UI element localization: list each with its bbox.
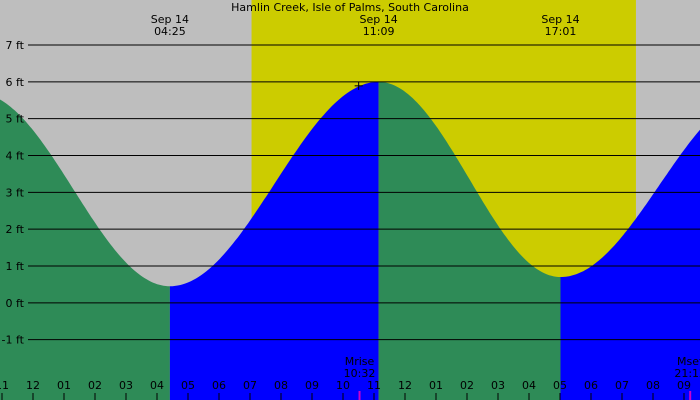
hour-tick-label: 01 (429, 379, 443, 392)
gridlines (28, 44, 700, 341)
hour-tick-label: 07 (615, 379, 629, 392)
y-tick-label: 5 ft (6, 113, 25, 126)
hour-tick-label: 11 (0, 379, 9, 392)
hour-tick-label: 09 (305, 379, 319, 392)
hour-tick-label: 12 (398, 379, 412, 392)
y-tick-label: 4 ft (6, 150, 25, 163)
y-tick-label: 6 ft (6, 76, 25, 89)
hour-tick-label: 11 (367, 379, 381, 392)
hour-tick-label: 06 (212, 379, 226, 392)
tide-time-label: 04:25 (154, 25, 186, 38)
y-tick-label: 2 ft (6, 223, 25, 236)
rising-tide-area (169, 81, 379, 400)
tide-areas (0, 81, 700, 400)
hour-tick-label: 02 (88, 379, 102, 392)
hour-tick-label: 03 (119, 379, 133, 392)
hour-tick-label: 10 (336, 379, 350, 392)
tide-date-label: Sep 14 (151, 13, 189, 26)
y-axis-labels: 7 ft 6 ft 5 ft 4 ft 3 ft 2 ft 1 ft 0 ft -1 ft (2, 39, 25, 347)
hour-tick-label: 12 (26, 379, 40, 392)
moon-event-time: 10:32 (344, 367, 376, 380)
tide-date-label: Sep 14 (541, 13, 579, 26)
falling-tide-area (0, 99, 170, 400)
moon-event-label: Mset (677, 355, 700, 368)
moon-event-time: 21:12 (674, 367, 700, 380)
hour-tick-label: 04 (150, 379, 164, 392)
hour-tick-label: 07 (243, 379, 257, 392)
tide-time-label: 17:01 (545, 25, 577, 38)
moon-event-label: Mrise (345, 355, 375, 368)
falling-tide-area (378, 81, 561, 400)
chart-title: Hamlin Creek, Isle of Palms, South Carol… (231, 1, 469, 14)
rising-tide-area (560, 129, 700, 400)
y-tick-label: 1 ft (6, 260, 25, 273)
y-tick-label: 3 ft (6, 186, 25, 199)
y-tick-label: -1 ft (2, 334, 25, 347)
hour-tick-label: 09 (677, 379, 691, 392)
hour-tick-label: 05 (181, 379, 195, 392)
y-tick-label: 0 ft (6, 297, 25, 310)
hour-tick-label: 01 (57, 379, 71, 392)
hour-tick-label: 08 (646, 379, 660, 392)
hour-tick-label: 08 (274, 379, 288, 392)
hour-tick-label: 02 (460, 379, 474, 392)
tide-date-label: Sep 14 (360, 13, 398, 26)
hour-tick-label: 05 (553, 379, 567, 392)
hour-tick-label: 04 (522, 379, 536, 392)
tide-time-label: 11:09 (363, 25, 395, 38)
hour-tick-label: 03 (491, 379, 505, 392)
hour-tick-label: 06 (584, 379, 598, 392)
x-axis-ticks: 11 12 01 02 03 04 05 06 07 08 09 10 11 12 01 02 03 04 05 06… (0, 379, 691, 400)
y-tick-label: 7 ft (6, 39, 25, 52)
